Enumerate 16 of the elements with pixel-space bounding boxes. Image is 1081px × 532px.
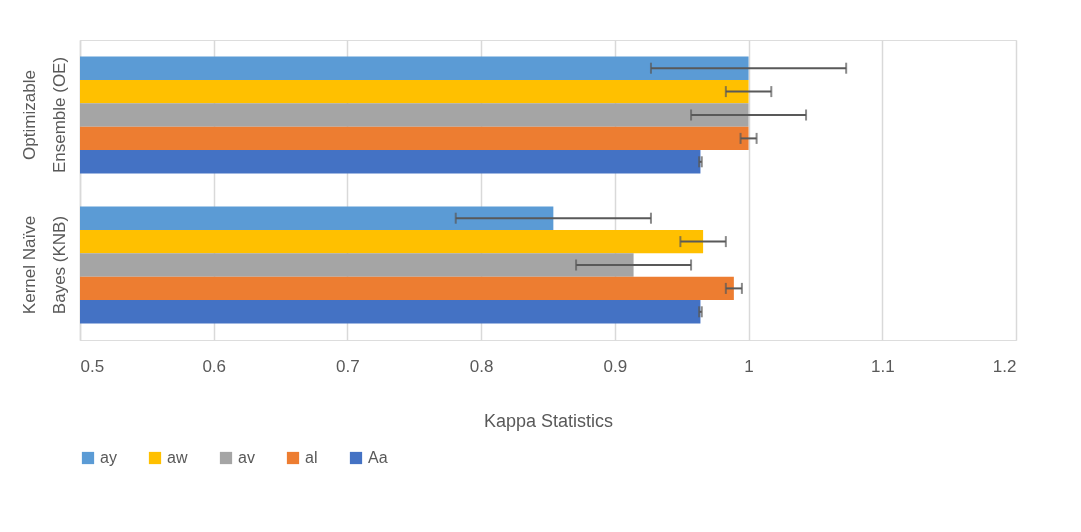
x-tick-label: 1.2 <box>992 356 1017 376</box>
x-tick-label: 0.6 <box>202 356 227 376</box>
y-tick-label: Kernel Naïve Bayes (KNB) <box>19 215 69 315</box>
legend-label: av <box>238 449 255 466</box>
x-tick-label: 0.7 <box>336 356 360 376</box>
x-tick-label: 1 <box>744 356 754 376</box>
y-tick-label: Optimizable Ensemble (OE) <box>19 56 69 174</box>
legend-label: Aa <box>368 449 388 466</box>
x-tick-label: 0.5 <box>80 356 105 376</box>
legend-label: ay <box>100 449 117 466</box>
x-axis-title: Kappa Statistics <box>483 410 614 431</box>
x-tick-label: 1.1 <box>870 356 895 376</box>
x-tick-label: 0.8 <box>469 356 494 376</box>
legend-label: aw <box>167 449 188 466</box>
legend-label: al <box>305 449 318 466</box>
x-tick-label: 0.9 <box>603 356 628 376</box>
